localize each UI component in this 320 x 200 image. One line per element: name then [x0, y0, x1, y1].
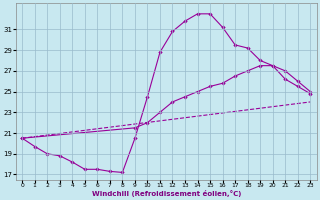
X-axis label: Windchill (Refroidissement éolien,°C): Windchill (Refroidissement éolien,°C) [92, 190, 241, 197]
